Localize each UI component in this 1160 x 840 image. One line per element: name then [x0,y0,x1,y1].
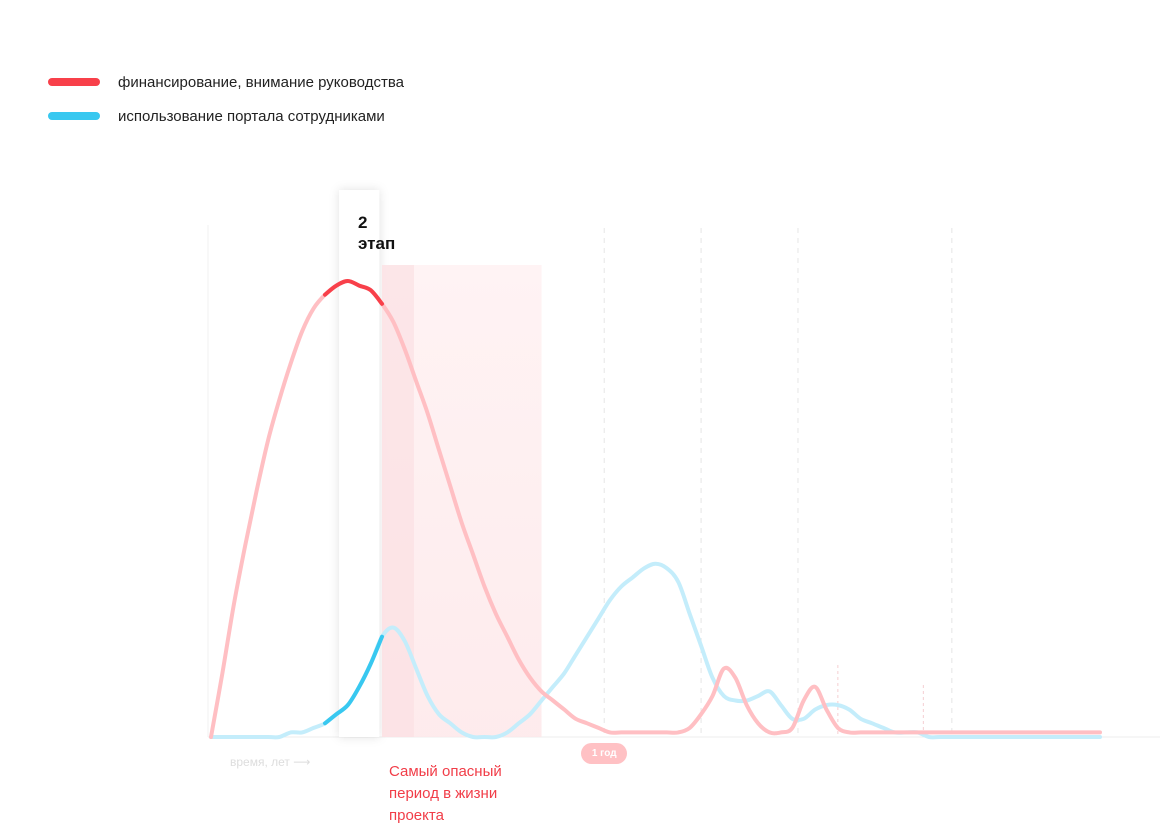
legend-label-funding: финансирование, внимание руководства [118,73,404,91]
legend-swatch-funding [48,78,100,86]
x-axis-label: время, лет ⟶ [230,755,311,769]
legend-label-usage: использование портала сотрудниками [118,107,385,125]
legend-swatch-usage [48,112,100,120]
danger-zone-edge [381,265,414,737]
year-badge: 1 год [581,743,628,764]
series-funding-highlight [323,278,384,306]
legend-item-usage: использование портала сотрудниками [48,104,404,128]
danger-annotation: Самый опасный период в жизни проекта [389,763,502,824]
legend-item-funding: финансирование, внимание руководства [48,70,404,94]
stage-label: 2 этап [358,213,396,253]
legend: финансирование, внимание руководства исп… [48,70,404,138]
series-usage-highlight [323,634,384,726]
